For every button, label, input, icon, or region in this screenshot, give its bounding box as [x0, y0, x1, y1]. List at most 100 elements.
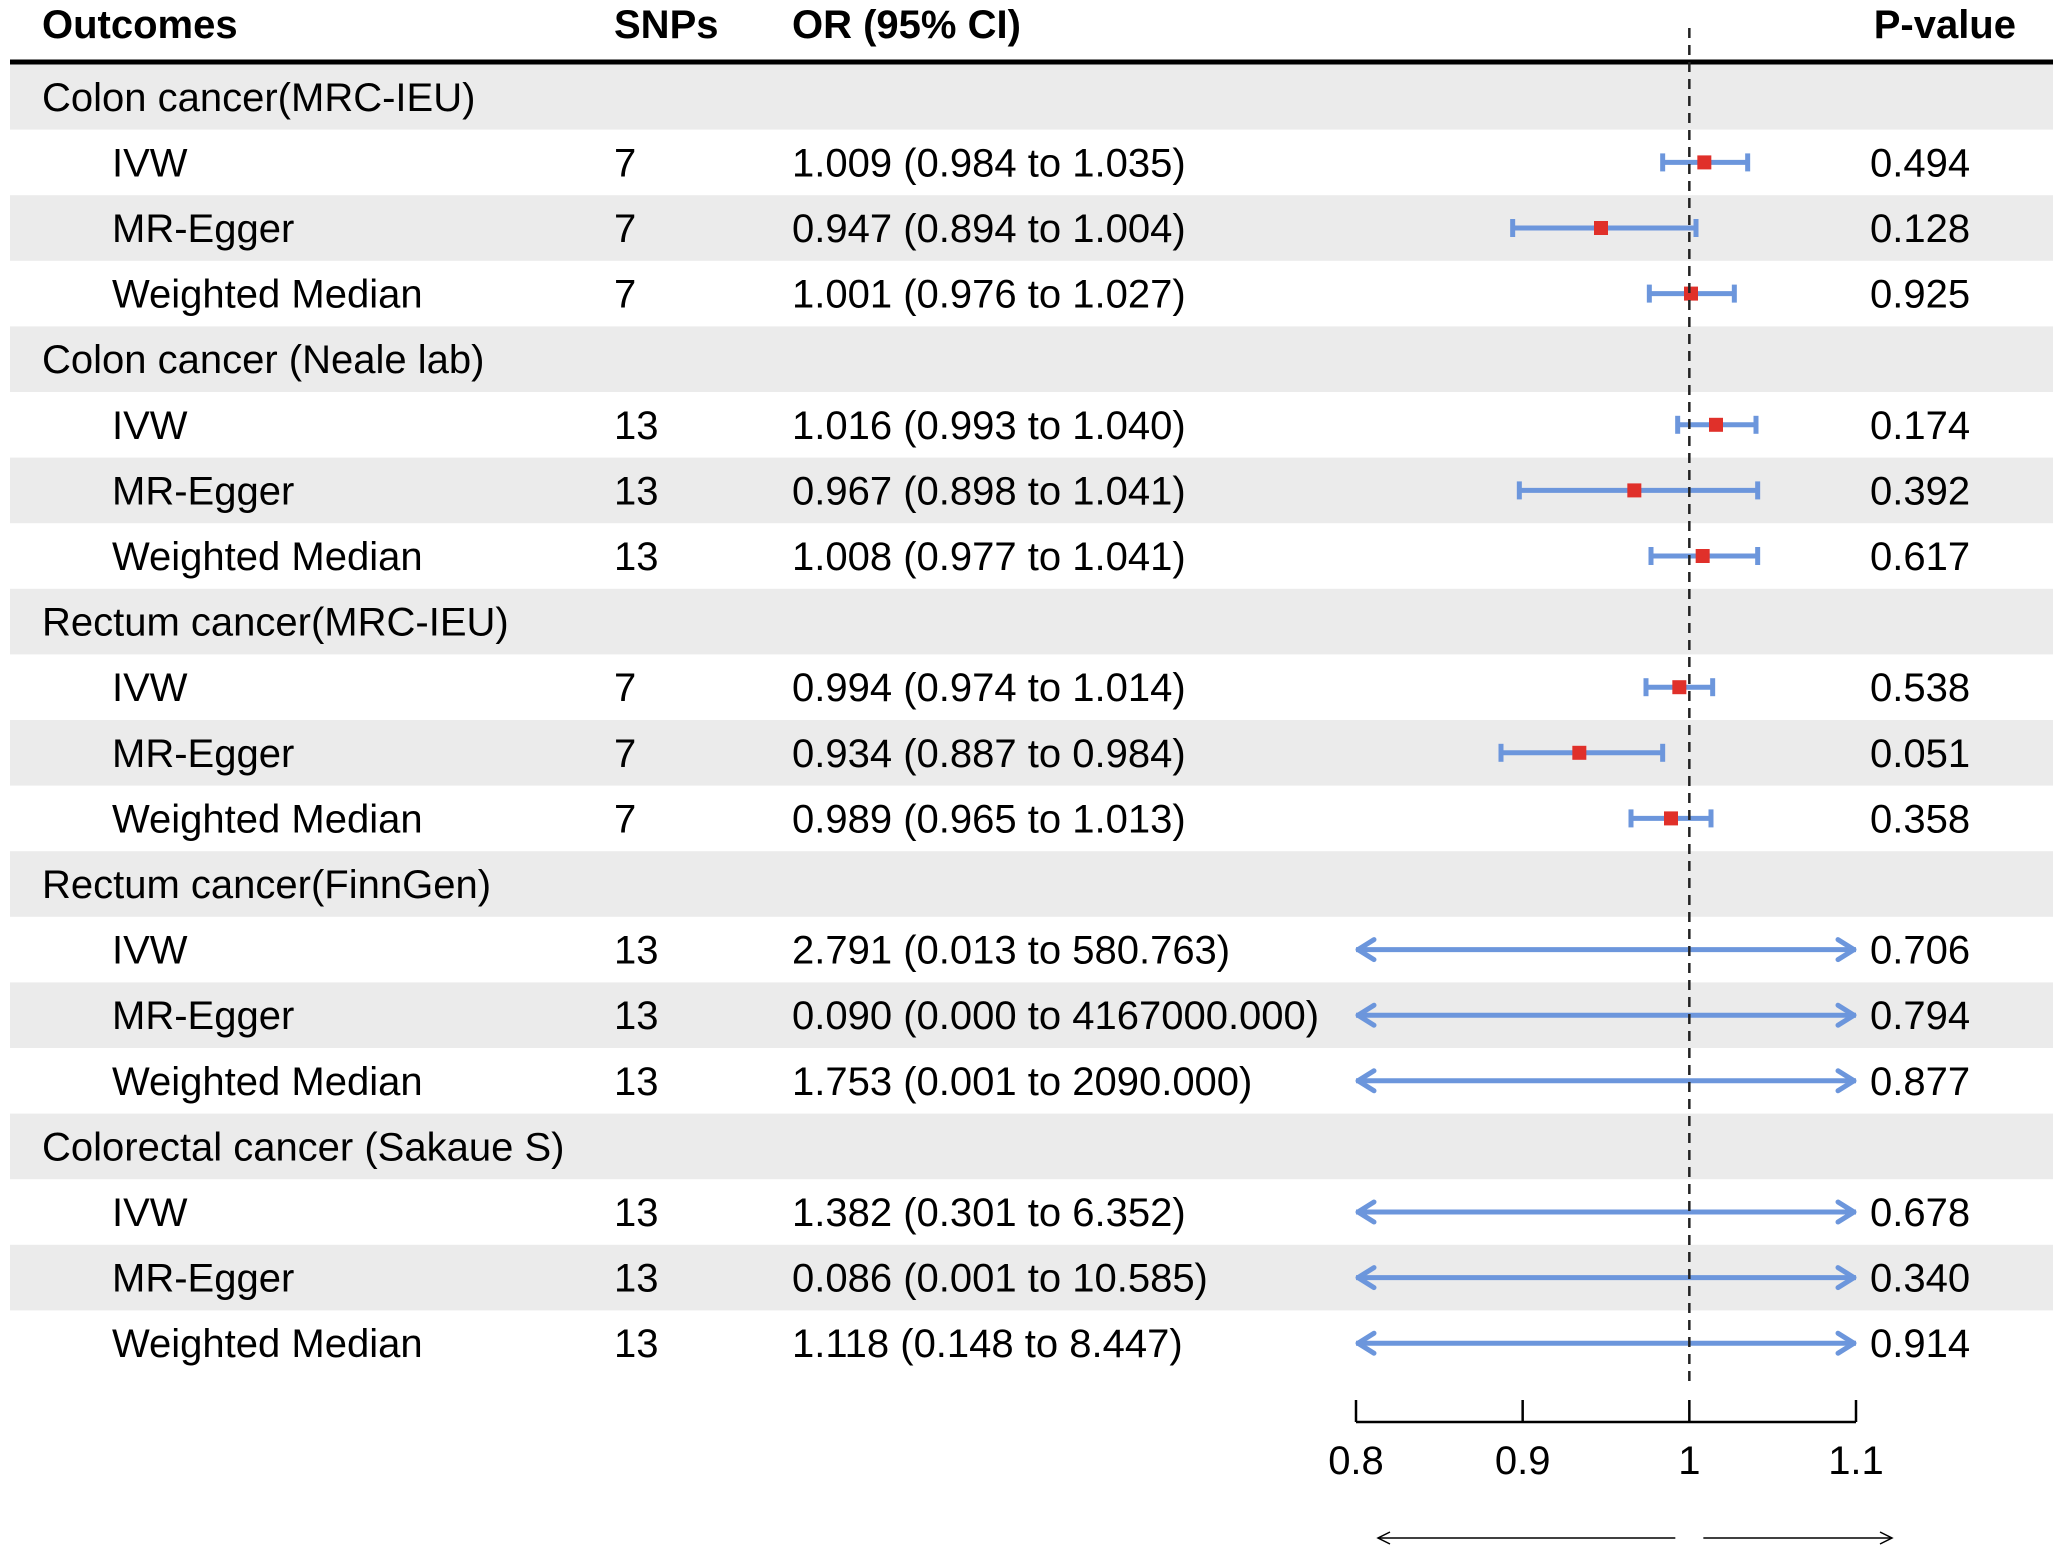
p-value: 0.706: [1870, 929, 1970, 973]
snps-value: 13: [614, 469, 659, 513]
method-label: IVW: [112, 929, 188, 973]
snps-value: 13: [614, 994, 659, 1038]
snps-value: 7: [614, 141, 636, 185]
ci-arrow-left: [1355, 1330, 1377, 1356]
method-label: IVW: [112, 1191, 188, 1235]
point-estimate: [1709, 417, 1723, 432]
method-label: Weighted Median: [112, 273, 423, 317]
ci-marks-layer: [1355, 153, 1857, 1356]
group-band: [10, 326, 2053, 392]
or-ci-value: 1.008 (0.977 to 1.041): [792, 535, 1186, 579]
table-header: Outcomes SNPs OR (95% CI) P-value: [10, 3, 2053, 65]
snps-value: 13: [614, 1257, 659, 1301]
snps-value: 7: [614, 207, 636, 251]
p-value: 0.538: [1870, 666, 1970, 710]
point-estimate: [1664, 811, 1678, 826]
protective-arrow-head: [1376, 1531, 1391, 1545]
header-snps: SNPs: [614, 3, 719, 47]
header-pvalue: P-value: [1874, 3, 2016, 47]
or-ci-value: 1.009 (0.984 to 1.035): [792, 141, 1186, 185]
method-label: IVW: [112, 141, 188, 185]
ci-arrow-right: [1835, 1265, 1857, 1291]
snps-value: 13: [614, 535, 659, 579]
or-ci-value: 1.016 (0.993 to 1.040): [792, 404, 1186, 448]
or-ci-value: 0.947 (0.894 to 1.004): [792, 207, 1186, 251]
snps-value: 13: [614, 404, 659, 448]
snps-value: 7: [614, 273, 636, 317]
snps-value: 7: [614, 732, 636, 776]
ci-arrow-left: [1355, 1068, 1377, 1094]
ci-arrow-left: [1355, 1265, 1377, 1291]
group-label: Colon cancer(MRC-IEU): [42, 76, 475, 120]
or-ci-value: 2.791 (0.013 to 580.763): [792, 929, 1230, 973]
ci-arrow-right: [1835, 1330, 1857, 1356]
point-estimate: [1684, 286, 1698, 301]
snps-value: 13: [614, 1322, 659, 1366]
method-label: Weighted Median: [112, 535, 423, 579]
x-tick-label: 0.8: [1328, 1439, 1384, 1483]
or-ci-value: 0.989 (0.965 to 1.013): [792, 797, 1186, 841]
snps-value: 13: [614, 929, 659, 973]
p-value: 0.051: [1870, 732, 1970, 776]
p-value: 0.494: [1870, 141, 1970, 185]
snps-value: 7: [614, 797, 636, 841]
ci-arrow-right: [1835, 1068, 1857, 1094]
point-estimate: [1572, 745, 1587, 760]
p-value: 0.877: [1870, 1060, 1970, 1104]
method-label: MR-Egger: [112, 1257, 294, 1301]
snps-value: 13: [614, 1191, 659, 1235]
ci-arrow-right: [1835, 1002, 1857, 1028]
or-ci-value: 1.382 (0.301 to 6.352): [792, 1191, 1186, 1235]
x-tick-label: 0.9: [1495, 1439, 1551, 1483]
x-tick-label: 1.1: [1828, 1439, 1884, 1483]
p-value: 0.358: [1870, 797, 1970, 841]
row-band: [10, 720, 2053, 786]
header-or-ci: OR (95% CI): [792, 3, 1021, 47]
point-estimate: [1695, 549, 1710, 563]
group-band: [10, 588, 2053, 655]
ci-arrow-left: [1355, 1199, 1377, 1225]
table-rows: Colon cancer(MRC-IEU) IVW 7 1.009 (0.984 to…: [42, 76, 1970, 1366]
group-label: Colorectal cancer (Sakaue S): [42, 1125, 564, 1169]
header-outcomes: Outcomes: [42, 3, 238, 47]
or-ci-value: 1.118 (0.148 to 8.447): [792, 1322, 1183, 1366]
or-ci-value: 0.934 (0.887 to 0.984): [792, 732, 1186, 776]
method-label: Weighted Median: [112, 1060, 423, 1104]
group-band: [10, 64, 2053, 130]
x-axis: 0.80.911.1protective factorrisk factor: [1328, 1400, 1894, 1545]
p-value: 0.925: [1870, 273, 1970, 317]
or-ci-value: 0.994 (0.974 to 1.014): [792, 666, 1186, 710]
row-shading-layer: [10, 64, 2053, 1311]
or-ci-value: 1.753 (0.001 to 2090.000): [792, 1060, 1252, 1104]
point-estimate: [1672, 680, 1687, 695]
risk-arrow-head: [1879, 1531, 1894, 1545]
ci-arrow-right: [1835, 1199, 1857, 1225]
p-value: 0.678: [1870, 1191, 1970, 1235]
p-value: 0.617: [1870, 535, 1970, 579]
group-band: [10, 851, 2053, 917]
x-tick-label: 1: [1678, 1439, 1700, 1483]
group-label: Rectum cancer(MRC-IEU): [42, 601, 509, 645]
or-ci-value: 0.090 (0.000 to 4167000.000): [792, 994, 1319, 1038]
method-label: IVW: [112, 404, 188, 448]
group-label: Rectum cancer(FinnGen): [42, 863, 491, 907]
group-label: Colon cancer (Neale lab): [42, 338, 484, 382]
or-ci-value: 0.086 (0.001 to 10.585): [792, 1257, 1208, 1301]
p-value: 0.794: [1870, 994, 1970, 1038]
method-label: IVW: [112, 666, 188, 710]
ci-arrow-right: [1835, 937, 1857, 963]
row-band: [10, 195, 2053, 261]
point-estimate: [1697, 155, 1712, 170]
or-ci-value: 1.001 (0.976 to 1.027): [792, 273, 1186, 317]
p-value: 0.392: [1870, 469, 1970, 513]
method-label: Weighted Median: [112, 1322, 423, 1366]
method-label: Weighted Median: [112, 797, 423, 841]
method-label: MR-Egger: [112, 207, 294, 251]
ci-arrow-left: [1355, 1002, 1377, 1028]
point-estimate: [1627, 483, 1642, 498]
group-band: [10, 1113, 2053, 1180]
point-estimate: [1594, 221, 1608, 235]
p-value: 0.914: [1870, 1322, 1970, 1366]
